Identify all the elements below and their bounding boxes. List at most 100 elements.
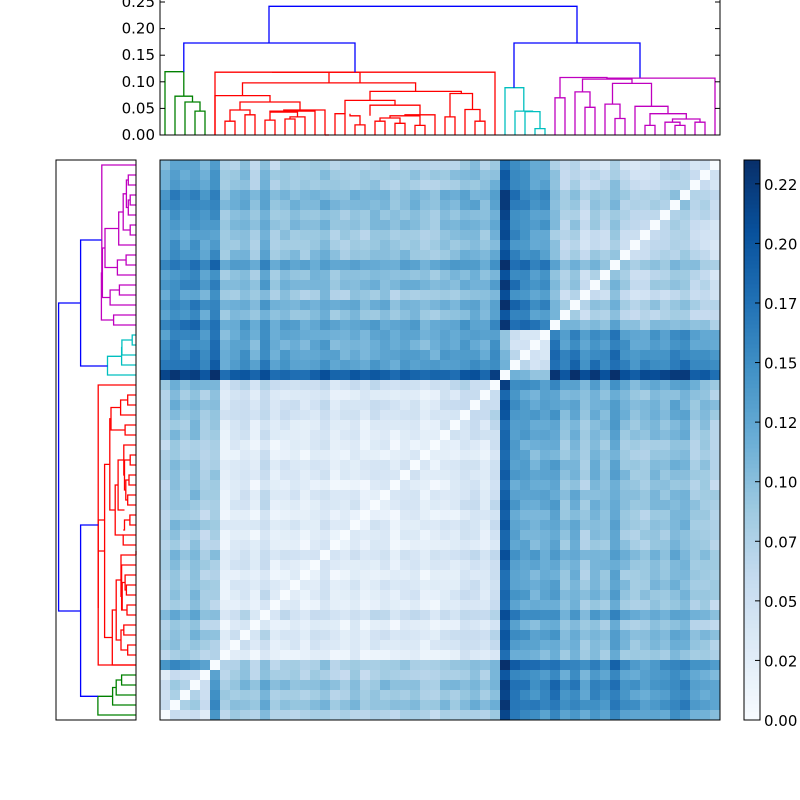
- heatmap-cell: [570, 290, 580, 300]
- heatmap-cell: [590, 420, 600, 430]
- heatmap-cell: [380, 260, 390, 270]
- heatmap-cell: [430, 450, 440, 460]
- heatmap-cell: [320, 350, 330, 360]
- heatmap-cell: [400, 550, 410, 560]
- heatmap-cell: [240, 400, 250, 410]
- heatmap-cell: [330, 220, 340, 230]
- heatmap-cell: [330, 640, 340, 650]
- heatmap-cell: [350, 530, 360, 540]
- heatmap-cell: [280, 220, 290, 230]
- heatmap-cell: [410, 380, 420, 390]
- heatmap-cell: [470, 690, 480, 700]
- heatmap-cell: [420, 590, 430, 600]
- heatmap-cell: [470, 580, 480, 590]
- heatmap-cell: [700, 470, 710, 480]
- heatmap-cell: [450, 330, 460, 340]
- heatmap-cell: [610, 570, 620, 580]
- heatmap-cell: [500, 210, 510, 220]
- colorbar-segment: [744, 200, 760, 205]
- heatmap-cell: [680, 290, 690, 300]
- colorbar-segment: [744, 464, 760, 469]
- heatmap-cell: [160, 290, 170, 300]
- heatmap-cell: [360, 220, 370, 230]
- heatmap-cell: [210, 400, 220, 410]
- heatmap-cell: [200, 580, 210, 590]
- heatmap-cell: [430, 260, 440, 270]
- heatmap-cell: [410, 630, 420, 640]
- heatmap-cell: [650, 450, 660, 460]
- heatmap-cell: [240, 440, 250, 450]
- heatmap-cell: [630, 570, 640, 580]
- colorbar-segment: [744, 484, 760, 489]
- heatmap-cell: [660, 380, 670, 390]
- heatmap-cell: [480, 280, 490, 290]
- colorbar-segment: [744, 628, 760, 633]
- heatmap-cell: [190, 170, 200, 180]
- heatmap-cell: [560, 380, 570, 390]
- heatmap-cell: [420, 170, 430, 180]
- heatmap-cell: [240, 310, 250, 320]
- heatmap-cell: [480, 430, 490, 440]
- heatmap-cell: [290, 440, 300, 450]
- heatmap-cell: [250, 380, 260, 390]
- heatmap-cell: [640, 160, 650, 170]
- heatmap-cell: [220, 710, 230, 720]
- heatmap-cell: [640, 310, 650, 320]
- heatmap-cell: [640, 330, 650, 340]
- heatmap-cell: [220, 580, 230, 590]
- heatmap-cell: [360, 250, 370, 260]
- heatmap-cell: [620, 620, 630, 630]
- heatmap-cell: [610, 460, 620, 470]
- heatmap-cell: [360, 270, 370, 280]
- heatmap-cell: [400, 680, 410, 690]
- heatmap-cell: [450, 610, 460, 620]
- heatmap-cell: [410, 480, 420, 490]
- heatmap-cell: [420, 300, 430, 310]
- heatmap-cell: [340, 350, 350, 360]
- dendrogram-link: [123, 519, 130, 531]
- heatmap-cell: [440, 500, 450, 510]
- heatmap-cell: [310, 670, 320, 680]
- heatmap-cell: [560, 450, 570, 460]
- heatmap-cell: [690, 440, 700, 450]
- heatmap-cell: [190, 310, 200, 320]
- heatmap-cell: [630, 240, 640, 250]
- heatmap-cell: [440, 170, 450, 180]
- heatmap-cell: [340, 470, 350, 480]
- heatmap-cell: [500, 360, 510, 370]
- heatmap-cell: [680, 300, 690, 310]
- heatmap-cell: [290, 380, 300, 390]
- dendrogram-link: [444, 116, 456, 135]
- heatmap-cell: [590, 660, 600, 670]
- heatmap-cell: [190, 320, 200, 330]
- heatmap-cell: [260, 190, 270, 200]
- heatmap-cell: [560, 650, 570, 660]
- heatmap-cell: [170, 600, 180, 610]
- heatmap-cell: [650, 270, 660, 280]
- heatmap-cell: [330, 250, 340, 260]
- colorbar-segment: [744, 656, 760, 661]
- heatmap-cell: [520, 460, 530, 470]
- heatmap-cell: [160, 250, 170, 260]
- heatmap-cell: [500, 320, 510, 330]
- heatmap-cell: [370, 190, 380, 200]
- heatmap-cell: [480, 170, 490, 180]
- heatmap-cell: [490, 200, 500, 210]
- heatmap-cell: [410, 180, 420, 190]
- heatmap-cell: [270, 230, 280, 240]
- colorbar-segment: [744, 504, 760, 509]
- heatmap-cell: [460, 640, 470, 650]
- heatmap-cell: [170, 490, 180, 500]
- heatmap-cell: [520, 470, 530, 480]
- heatmap-cell: [380, 430, 390, 440]
- heatmap-cell: [380, 470, 390, 480]
- heatmap-cell: [290, 610, 300, 620]
- colorbar-segment: [744, 500, 760, 505]
- heatmap-cell: [340, 200, 350, 210]
- heatmap-cell: [270, 450, 280, 460]
- heatmap-cell: [460, 230, 470, 240]
- heatmap-cell: [480, 200, 490, 210]
- dendrogram-link: [574, 91, 591, 135]
- heatmap-cell: [570, 430, 580, 440]
- heatmap-cell: [240, 290, 250, 300]
